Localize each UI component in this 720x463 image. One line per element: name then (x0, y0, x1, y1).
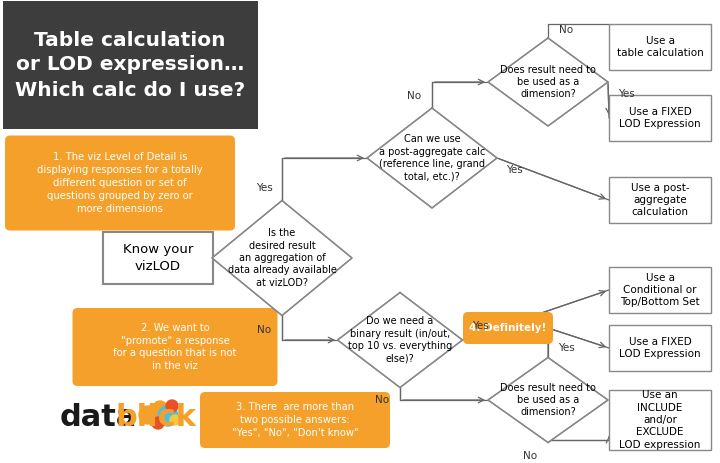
FancyBboxPatch shape (609, 325, 711, 371)
FancyBboxPatch shape (463, 312, 553, 344)
Text: Use a FIXED
LOD Expression: Use a FIXED LOD Expression (619, 107, 701, 129)
Polygon shape (488, 38, 608, 126)
Text: Yes: Yes (472, 321, 488, 331)
Text: Use a post-
aggregate
calculation: Use a post- aggregate calculation (631, 182, 689, 218)
Text: Yes: Yes (256, 183, 272, 193)
Circle shape (158, 406, 178, 426)
Circle shape (152, 417, 164, 429)
Text: data: data (60, 403, 138, 432)
Text: No: No (523, 451, 537, 461)
FancyBboxPatch shape (609, 267, 711, 313)
Polygon shape (212, 200, 352, 315)
Polygon shape (367, 108, 497, 208)
Polygon shape (488, 357, 608, 443)
Text: Do we need a
binary result (in/out,
top 10 vs. everything
else)?: Do we need a binary result (in/out, top … (348, 316, 452, 363)
Text: blick: blick (116, 403, 197, 432)
Text: Does result need to
be used as a
dimension?: Does result need to be used as a dimensi… (500, 382, 596, 418)
Text: Use a
Conditional or
Top/Bottom Set: Use a Conditional or Top/Bottom Set (620, 273, 700, 307)
Text: 2. We want to
"promote" a response
for a question that is not
in the viz: 2. We want to "promote" a response for a… (113, 323, 237, 371)
FancyBboxPatch shape (200, 392, 390, 448)
Text: Yes: Yes (505, 165, 523, 175)
Text: Use an
INCLUDE
and/or
EXCLUDE
LOD expression: Use an INCLUDE and/or EXCLUDE LOD expres… (619, 390, 701, 450)
Text: No: No (257, 325, 271, 335)
Text: Is the
desired result
an aggregation of
data already available
at vizLOD?: Is the desired result an aggregation of … (228, 228, 336, 288)
Text: Know your
vizLOD: Know your vizLOD (123, 244, 193, 273)
Text: No: No (375, 395, 389, 405)
FancyBboxPatch shape (609, 24, 711, 70)
FancyBboxPatch shape (5, 136, 235, 231)
Circle shape (166, 400, 178, 412)
Circle shape (170, 415, 180, 425)
Text: No: No (559, 25, 573, 35)
FancyBboxPatch shape (609, 177, 711, 223)
Polygon shape (338, 293, 462, 388)
Text: Table calculation
or LOD expression…
Which calc do I use?: Table calculation or LOD expression… Whi… (15, 31, 245, 100)
Text: Yes: Yes (557, 343, 575, 353)
Text: Can we use
a post-aggregate calc
(reference line, grand
total, etc.)?: Can we use a post-aggregate calc (refere… (379, 134, 485, 181)
Text: Yes: Yes (618, 89, 634, 99)
Text: Use a
table calculation: Use a table calculation (616, 36, 703, 58)
FancyBboxPatch shape (103, 232, 213, 284)
FancyBboxPatch shape (2, 1, 258, 129)
FancyBboxPatch shape (609, 390, 711, 450)
Circle shape (153, 401, 167, 415)
Circle shape (139, 406, 157, 424)
Text: 4. Definitely!: 4. Definitely! (469, 323, 546, 333)
FancyBboxPatch shape (73, 308, 277, 386)
Text: No: No (407, 91, 421, 101)
Text: 1. The viz Level of Detail is
displaying responses for a totally
different quest: 1. The viz Level of Detail is displaying… (37, 152, 203, 213)
Text: 3. There  are more than
two possible answers:
"Yes", "No", "Don't know": 3. There are more than two possible answ… (232, 402, 359, 438)
Text: Does result need to
be used as a
dimension?: Does result need to be used as a dimensi… (500, 65, 596, 100)
FancyBboxPatch shape (609, 95, 711, 141)
Text: Use a FIXED
LOD Expression: Use a FIXED LOD Expression (619, 337, 701, 359)
